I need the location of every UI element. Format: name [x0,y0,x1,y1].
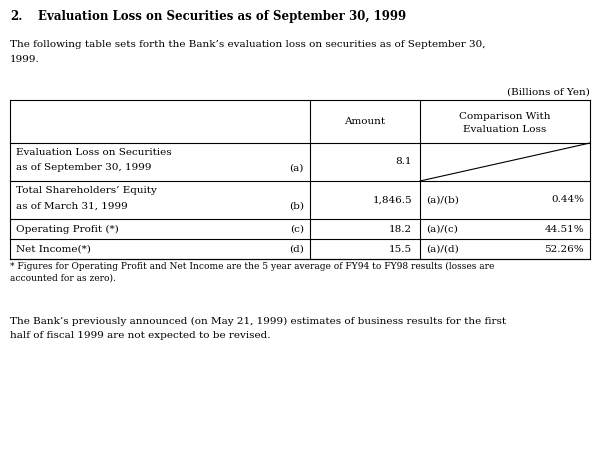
Text: as of March 31, 1999: as of March 31, 1999 [16,201,128,210]
Text: as of September 30, 1999: as of September 30, 1999 [16,163,152,172]
Text: 15.5: 15.5 [389,244,412,253]
Text: Evaluation Loss on Securities: Evaluation Loss on Securities [16,148,172,157]
Text: (b): (b) [289,201,304,210]
Text: (Billions of Yen): (Billions of Yen) [507,88,590,97]
Text: 8.1: 8.1 [396,158,412,167]
Text: accounted for as zero).: accounted for as zero). [10,274,116,283]
Text: 1999.: 1999. [10,55,40,64]
Text: Evaluation Loss on Securities as of September 30, 1999: Evaluation Loss on Securities as of Sept… [38,10,406,23]
Text: 18.2: 18.2 [389,225,412,234]
Text: (c): (c) [290,225,304,234]
Text: Operating Profit (*): Operating Profit (*) [16,225,119,234]
Text: (d): (d) [289,244,304,253]
Text: 44.51%: 44.51% [544,225,584,234]
Text: Evaluation Loss: Evaluation Loss [464,125,547,134]
Text: * Figures for Operating Profit and Net Income are the 5 year average of FY94 to : * Figures for Operating Profit and Net I… [10,262,494,271]
Text: (a): (a) [290,163,304,172]
Text: (a)/(b): (a)/(b) [426,195,459,204]
Text: 0.44%: 0.44% [551,195,584,204]
Text: 2.: 2. [10,10,22,23]
Text: (a)/(d): (a)/(d) [426,244,459,253]
Text: Net Income(*): Net Income(*) [16,244,91,253]
Text: The Bank’s previously announced (on May 21, 1999) estimates of business results : The Bank’s previously announced (on May … [10,317,506,326]
Text: 1,846.5: 1,846.5 [373,195,412,204]
Text: Amount: Amount [344,117,385,126]
Text: Total Shareholders’ Equity: Total Shareholders’ Equity [16,186,157,195]
Text: 52.26%: 52.26% [544,244,584,253]
Text: The following table sets forth the Bank’s evaluation loss on securities as of Se: The following table sets forth the Bank’… [10,40,485,49]
Text: Comparison With: Comparison With [459,112,551,121]
Text: half of fiscal 1999 are not expected to be revised.: half of fiscal 1999 are not expected to … [10,331,270,340]
Text: (a)/(c): (a)/(c) [426,225,458,234]
